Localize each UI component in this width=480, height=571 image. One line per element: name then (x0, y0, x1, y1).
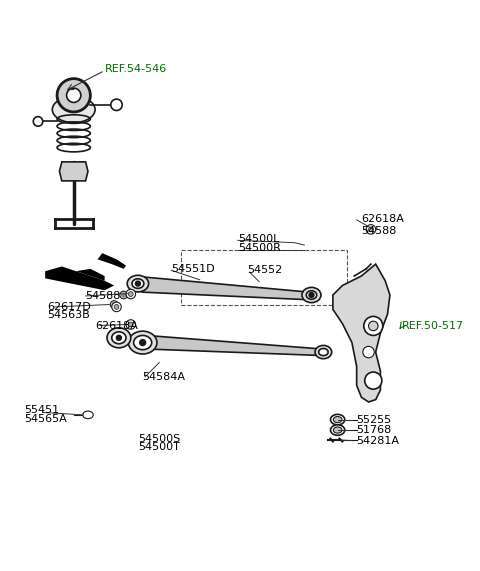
Circle shape (309, 292, 314, 297)
Text: 54584A: 54584A (143, 372, 186, 382)
Ellipse shape (331, 425, 345, 435)
Circle shape (128, 292, 133, 296)
Text: 54500T: 54500T (138, 442, 180, 452)
Circle shape (114, 304, 119, 309)
Polygon shape (152, 336, 319, 355)
Text: 54500S: 54500S (138, 433, 180, 444)
Ellipse shape (83, 411, 93, 419)
Circle shape (110, 301, 118, 308)
Text: 54565A: 54565A (24, 413, 67, 424)
Circle shape (128, 322, 133, 327)
Ellipse shape (315, 345, 332, 359)
Text: REF.50-517: REF.50-517 (402, 321, 464, 331)
Polygon shape (60, 162, 88, 181)
Circle shape (112, 303, 116, 307)
Circle shape (126, 320, 135, 329)
Ellipse shape (127, 275, 149, 292)
Circle shape (364, 316, 383, 335)
Ellipse shape (306, 291, 317, 299)
Circle shape (112, 302, 121, 312)
Ellipse shape (302, 287, 321, 303)
Ellipse shape (333, 416, 342, 423)
Circle shape (120, 291, 128, 299)
Text: 54551D: 54551D (171, 264, 215, 274)
Circle shape (67, 88, 81, 102)
Text: 54500L: 54500L (238, 234, 279, 244)
Text: 55451: 55451 (24, 405, 59, 415)
Polygon shape (142, 277, 309, 300)
Circle shape (117, 335, 121, 340)
Ellipse shape (132, 279, 144, 288)
Text: 54552: 54552 (247, 266, 283, 275)
Text: 55255: 55255 (357, 415, 392, 425)
Text: 54588: 54588 (361, 226, 397, 236)
Text: 62617D: 62617D (48, 302, 91, 312)
Circle shape (365, 372, 382, 389)
Circle shape (369, 227, 373, 232)
Ellipse shape (331, 415, 345, 425)
Circle shape (57, 79, 90, 112)
Ellipse shape (333, 427, 342, 433)
Polygon shape (333, 264, 390, 402)
Text: 54281A: 54281A (357, 436, 400, 445)
Circle shape (33, 116, 43, 126)
Circle shape (366, 224, 376, 234)
Text: 54563B: 54563B (48, 310, 90, 320)
Polygon shape (76, 269, 105, 281)
Text: REF.54-546: REF.54-546 (105, 64, 167, 74)
Ellipse shape (112, 332, 126, 344)
Text: 54500R: 54500R (238, 243, 281, 254)
Circle shape (369, 321, 378, 331)
Text: 62618A: 62618A (95, 321, 138, 331)
Text: 54588: 54588 (85, 291, 121, 301)
Circle shape (126, 289, 135, 299)
Text: 51768: 51768 (357, 425, 392, 435)
Text: 62618A: 62618A (361, 214, 404, 224)
Ellipse shape (107, 328, 131, 348)
Circle shape (363, 347, 374, 358)
Ellipse shape (133, 335, 152, 349)
Polygon shape (97, 253, 126, 269)
Circle shape (111, 99, 122, 111)
Circle shape (122, 293, 126, 297)
Ellipse shape (52, 96, 95, 123)
Polygon shape (45, 267, 114, 290)
Ellipse shape (319, 348, 328, 356)
Ellipse shape (128, 331, 157, 354)
Circle shape (140, 340, 145, 345)
Circle shape (135, 282, 140, 286)
